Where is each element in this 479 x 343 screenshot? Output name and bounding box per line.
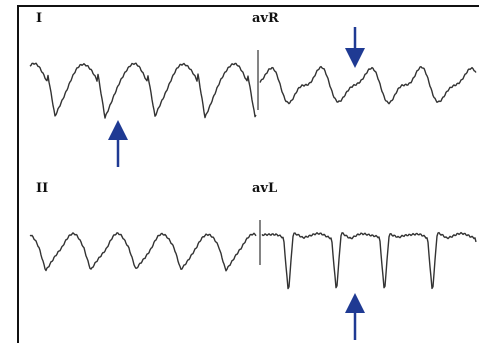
ecg-figure: I avR II avL — [0, 0, 479, 343]
page: I avR II avL (() => { const data = JSON.… — [0, 0, 479, 343]
lead-label: I — [36, 11, 42, 26]
lead-label: avL — [252, 181, 277, 196]
background — [0, 0, 479, 343]
lead-label: avR — [252, 11, 279, 26]
lead-label: II — [36, 181, 48, 196]
